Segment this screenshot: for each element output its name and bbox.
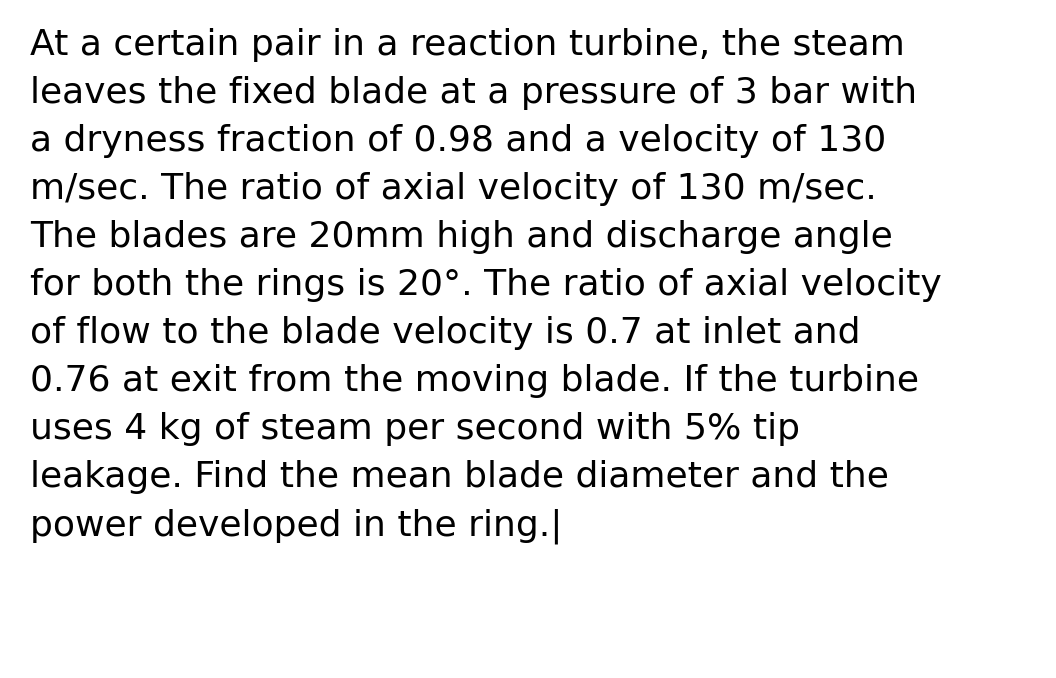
Text: At a certain pair in a reaction turbine, the steam
leaves the fixed blade at a p: At a certain pair in a reaction turbine,… — [30, 28, 942, 544]
